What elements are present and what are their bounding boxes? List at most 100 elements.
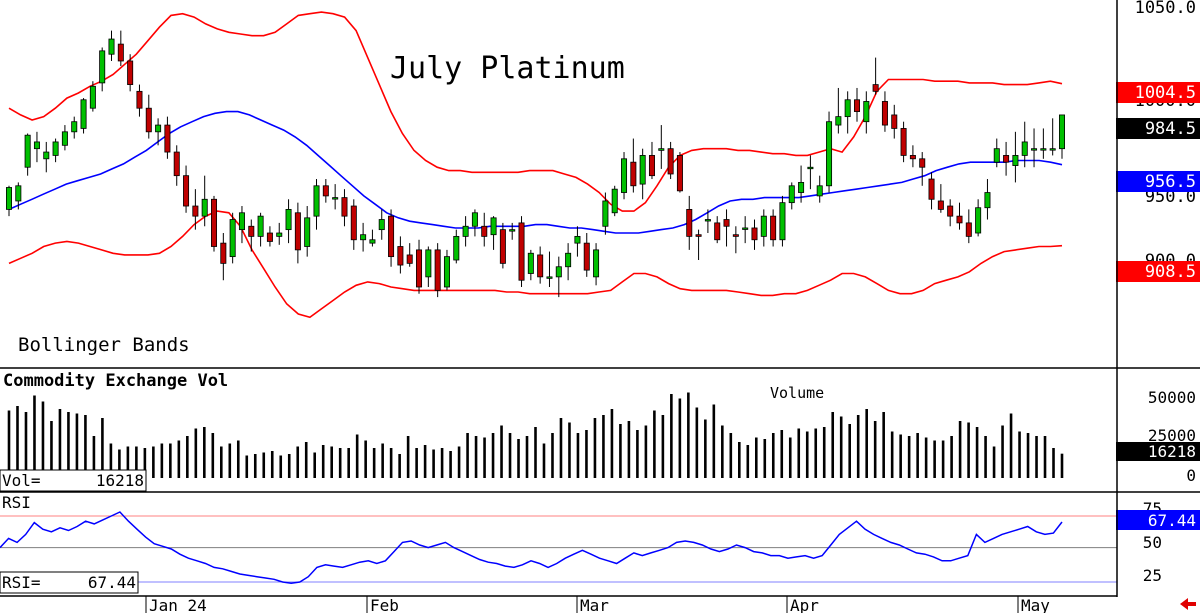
candles — [6, 30, 1066, 298]
badge-upper-label: 1004.5 — [1135, 83, 1196, 103]
candle-body — [155, 124, 162, 133]
candle-body — [43, 151, 50, 160]
volume-badge — [1116, 442, 1200, 461]
candle-body — [704, 219, 711, 222]
candle-body — [956, 215, 963, 224]
candle-body — [565, 252, 572, 268]
rsi-readout-box — [0, 571, 139, 594]
candle — [211, 195, 218, 252]
scroll-left-arrow-icon[interactable] — [1180, 598, 1196, 610]
badge-last-label: 984.5 — [1145, 119, 1196, 139]
candle-body — [537, 254, 544, 278]
candle — [1003, 141, 1010, 176]
candle — [826, 111, 833, 193]
candle — [1021, 121, 1028, 168]
candle — [416, 239, 423, 294]
candle-body — [509, 229, 516, 232]
candle-body — [993, 148, 1000, 163]
candle — [15, 182, 22, 210]
candle-body — [416, 249, 423, 288]
candle — [248, 219, 255, 252]
candle — [537, 246, 544, 284]
candle — [984, 179, 991, 220]
candle — [751, 219, 758, 250]
vol-tick-0: 0 — [1186, 466, 1196, 485]
candle-body — [919, 158, 926, 168]
band-middle — [8, 110, 1063, 234]
candle — [900, 121, 907, 163]
candle — [462, 216, 469, 247]
candle — [816, 175, 823, 203]
candle-body — [984, 192, 991, 209]
candle-body — [676, 155, 683, 192]
candle-body — [965, 222, 972, 237]
candle-body — [555, 266, 562, 278]
candle — [975, 199, 982, 237]
candle — [853, 87, 860, 122]
candle — [593, 243, 600, 286]
candle-body — [481, 225, 488, 237]
badge-middle — [1116, 171, 1200, 192]
candle-body — [61, 131, 68, 146]
rsi-badge-label: 67.44 — [1148, 511, 1196, 530]
candle-body — [360, 234, 367, 241]
candle-body — [192, 205, 199, 217]
candle — [844, 91, 851, 134]
candle — [238, 206, 245, 244]
rsi-series-line — [0, 511, 1063, 585]
candle-body — [397, 246, 404, 266]
rsi-readout-value: 67.44 — [88, 573, 136, 592]
rsi-panel: RSI RSI= 67.44 75 50 25 67.44 — [0, 491, 1200, 594]
badge-last — [1116, 118, 1200, 139]
candle-body — [471, 212, 478, 227]
candle — [360, 222, 367, 252]
candle — [127, 54, 134, 92]
candle-body — [546, 276, 553, 279]
candle — [835, 87, 842, 134]
x-label-may: May — [1021, 596, 1050, 613]
volume-readout-box — [0, 469, 147, 492]
candle-body — [667, 148, 674, 175]
candle — [714, 216, 721, 244]
candle — [555, 256, 562, 298]
candle-body — [593, 249, 600, 278]
candle-body — [294, 212, 301, 251]
candle — [145, 94, 152, 139]
candle — [201, 175, 208, 227]
candle-body — [108, 38, 115, 55]
candle — [136, 84, 143, 117]
candle — [378, 209, 385, 240]
candle — [220, 233, 227, 281]
candle-body — [844, 99, 851, 118]
candle — [658, 125, 665, 169]
candle — [6, 185, 12, 217]
candle-body — [304, 217, 311, 247]
candle-body — [881, 101, 888, 126]
candle-body — [751, 227, 758, 241]
candle-body — [211, 198, 218, 247]
candle — [956, 202, 963, 230]
candle-body — [835, 116, 842, 126]
candle-body — [686, 208, 693, 237]
candle — [891, 104, 898, 139]
candle-body — [99, 50, 106, 84]
volume-title: Commodity Exchange Vol — [3, 371, 228, 391]
candle — [89, 81, 96, 112]
candle-body — [322, 185, 329, 197]
candle — [863, 91, 870, 134]
band-lower — [8, 210, 1063, 319]
candle — [453, 229, 460, 264]
candle-body — [183, 175, 190, 207]
candle-body — [24, 134, 31, 168]
candle — [798, 165, 805, 203]
candle-body — [33, 141, 40, 150]
candle — [304, 206, 311, 257]
candle — [611, 185, 618, 217]
candle — [574, 226, 581, 257]
candle-body — [313, 185, 320, 217]
candle — [285, 199, 292, 244]
candle-body — [71, 121, 78, 133]
candle — [481, 212, 488, 247]
candle-body — [695, 234, 702, 237]
volume-readout-label: Vol= — [2, 471, 41, 490]
